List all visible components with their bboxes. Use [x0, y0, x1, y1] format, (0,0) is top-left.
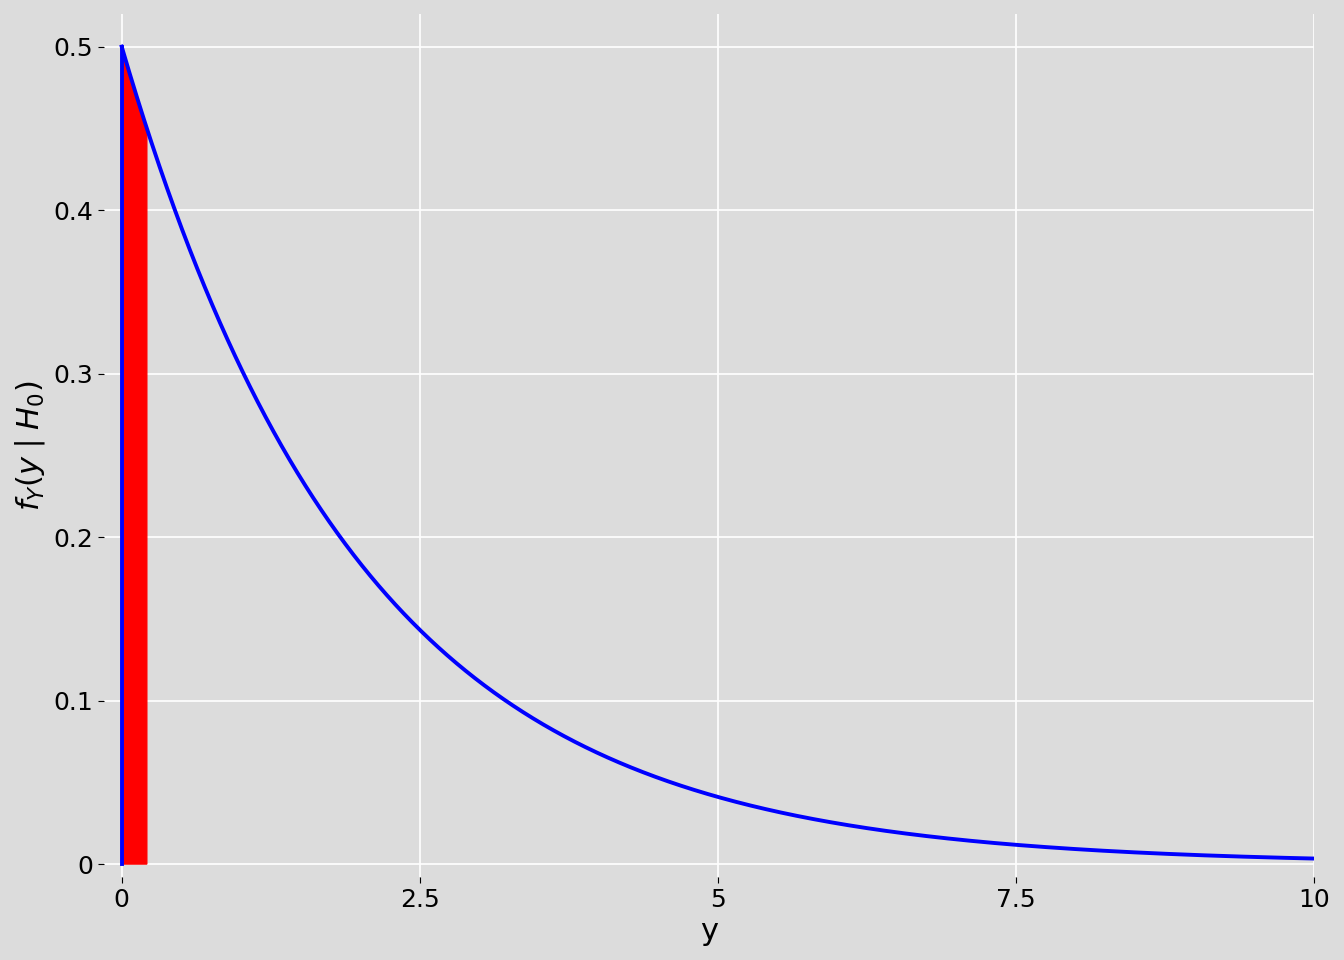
- Y-axis label: $f_Y(y \mid H_0)$: $f_Y(y \mid H_0)$: [13, 380, 48, 511]
- Polygon shape: [122, 47, 146, 864]
- X-axis label: y: y: [700, 917, 718, 947]
